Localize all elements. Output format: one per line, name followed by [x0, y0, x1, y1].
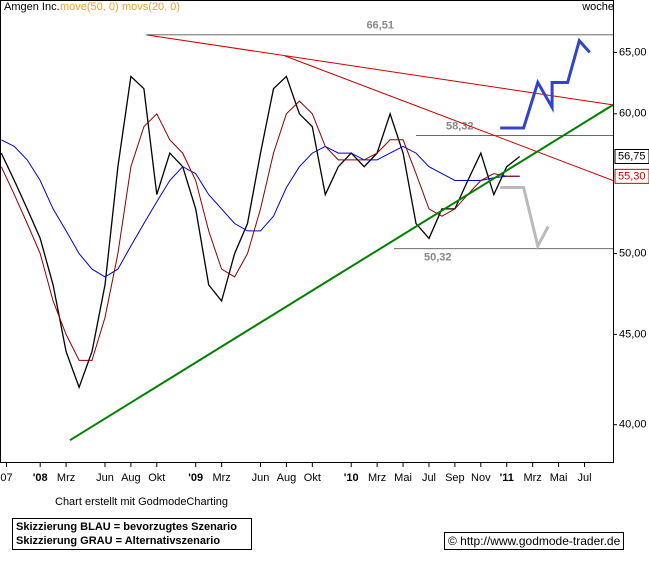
scenario-legend: Skizzierung BLAU = bevorzugtes Szenario …	[12, 518, 252, 550]
price-tag-label: 56,75	[618, 150, 646, 162]
y-tick-label: 50,00	[619, 247, 647, 259]
y-tick-label: 65,00	[619, 46, 647, 58]
level-label: 66,51	[366, 20, 394, 32]
price-tag	[614, 148, 649, 164]
series-line	[0, 100, 520, 361]
trendline	[69, 104, 613, 442]
period-label: woche	[581, 1, 614, 13]
x-tick-label: Jun	[96, 472, 114, 484]
x-tick-label: Nov	[471, 472, 491, 484]
chart-title: Amgen Inc.	[4, 1, 60, 13]
trendline	[284, 55, 613, 181]
level-label: 58,32	[446, 120, 474, 132]
y-tick-label: 60,00	[619, 108, 647, 120]
x-tick-label: Mrz	[57, 472, 75, 484]
x-tick-label: '11	[500, 472, 514, 484]
legend-blue: Skizzierung BLAU = bevorzugtes Szenario	[16, 521, 237, 533]
credit: Chart erstellt mit GodmodeCharting	[55, 496, 228, 508]
x-tick-label: Okt	[304, 472, 321, 484]
plot-frame	[0, 0, 614, 463]
indicator-label: movs(20, 0)	[122, 1, 180, 13]
legend-gray: Skizzierung GRAU = Alternativszenario	[16, 535, 221, 547]
x-tick-label: Mai	[394, 472, 412, 484]
x-tick-label: Jul	[422, 472, 436, 484]
level-label: 50,32	[424, 252, 452, 264]
x-tick-label: Mrz	[212, 472, 230, 484]
series-line	[1, 139, 520, 278]
price-tag	[614, 168, 649, 184]
y-tick-label: 40,00	[619, 419, 647, 431]
x-tick-label: Aug	[121, 472, 141, 484]
x-tick-label: Aug	[277, 472, 297, 484]
x-tick-label: Okt	[148, 472, 165, 484]
x-tick-label: Jul	[577, 472, 591, 484]
series-line	[0, 75, 521, 390]
url: © http://www.godmode-trader.de	[444, 532, 625, 550]
indicator-label: move(50, 0)	[60, 1, 119, 13]
x-tick-label: Mai	[550, 472, 568, 484]
x-tick-label: '10	[344, 472, 359, 484]
x-tick-label: '08	[33, 472, 48, 484]
y-tick-label: 45,00	[619, 328, 647, 340]
x-tick-label: '09	[188, 472, 203, 484]
x-tick-label: Mrz	[523, 472, 541, 484]
x-tick-label: Jun	[252, 472, 270, 484]
x-tick-label: Sep	[445, 472, 465, 484]
x-tick-label: 07	[0, 472, 12, 484]
scenario-line	[500, 186, 550, 251]
x-tick-label: Mrz	[368, 472, 386, 484]
scenario-line	[500, 37, 591, 130]
price-tag-label: 55,30	[618, 170, 646, 182]
